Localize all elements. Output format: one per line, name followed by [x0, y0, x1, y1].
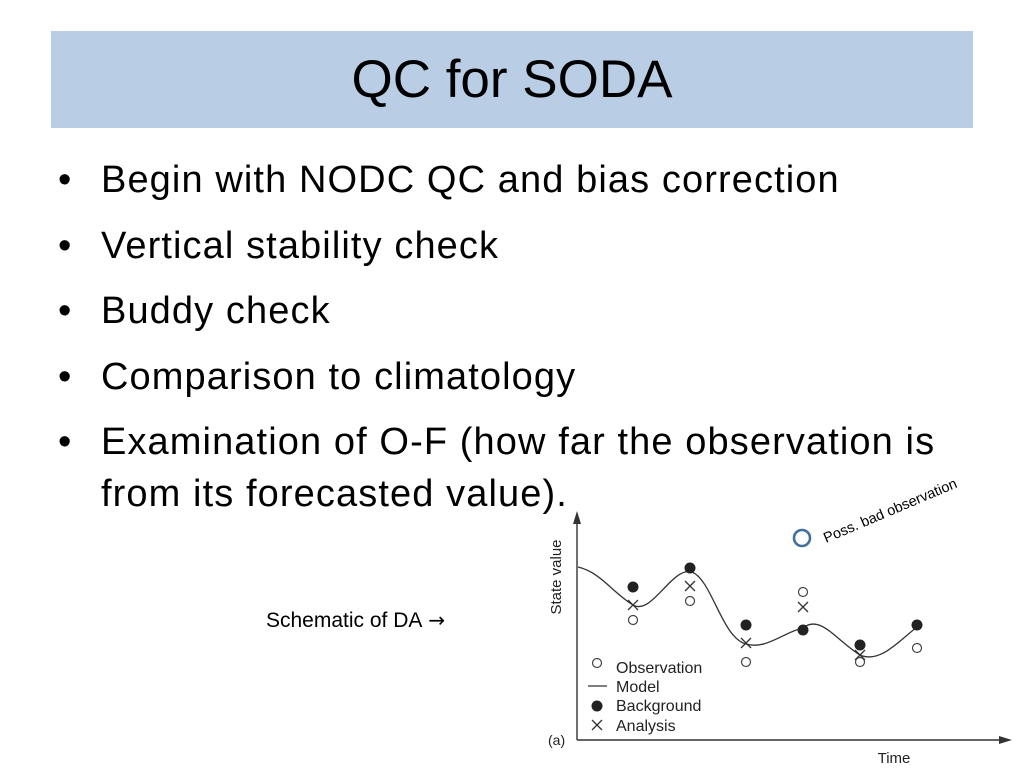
background-point: [797, 624, 809, 636]
slide-title: QC for SODA: [351, 50, 673, 109]
background-point: [684, 562, 696, 574]
bullet-marker: •: [58, 355, 72, 398]
legend-label-model: Model: [616, 679, 660, 696]
legend-label-analysis: Analysis: [616, 718, 676, 735]
schematic-caption: Schematic of DA →: [266, 607, 445, 634]
analysis-point: [797, 601, 809, 613]
analysis-point: [740, 637, 752, 649]
cross-icon: [591, 719, 603, 731]
bullet-text: Comparison to climatology: [101, 355, 577, 398]
background-point: [911, 619, 923, 631]
background-point: [627, 581, 639, 593]
annotation-label: Poss. bad observation: [821, 476, 959, 547]
observation-point: [911, 642, 923, 654]
observation-point: [797, 586, 809, 598]
bullet-text: Begin with NODC QC and bias correction: [101, 159, 840, 201]
bullet-marker: •: [58, 224, 72, 267]
analysis-point: [627, 599, 639, 611]
bullet-marker: •: [58, 421, 72, 463]
y-axis-label: State value: [548, 539, 565, 614]
observation-point: [740, 656, 752, 668]
legend-label-observation: Observation: [616, 660, 702, 677]
x-axis-arrowhead-icon: [999, 736, 1012, 744]
legend-label-background: Background: [616, 698, 701, 715]
title-banner: QC for SODA: [51, 31, 973, 128]
filled-circle-icon: [591, 700, 603, 712]
observation-points: [627, 586, 923, 668]
bullet-text: Examination of O-F (how far the observat…: [101, 421, 936, 515]
background-point: [740, 619, 752, 631]
background-points: [627, 562, 923, 651]
bullet-item: • Vertical stability check: [58, 220, 981, 272]
bullet-item: • Buddy check: [58, 285, 981, 337]
schematic-caption-text: Schematic of DA: [266, 609, 423, 632]
panel-label: (a): [548, 732, 565, 748]
analysis-point: [684, 580, 696, 592]
right-arrow-icon: →: [428, 608, 446, 632]
observation-point: [854, 656, 866, 668]
bullet-item: • Examination of O-F (how far the observ…: [58, 416, 981, 520]
x-axis-label: Time: [878, 750, 911, 767]
x-axis: [577, 736, 1012, 744]
open-circle-icon: [591, 657, 603, 669]
bullet-item: • Begin with NODC QC and bias correction: [58, 154, 981, 206]
bullet-marker: •: [58, 159, 72, 201]
bullet-list: • Begin with NODC QC and bias correction…: [58, 154, 981, 534]
y-axis-arrowhead-icon: [573, 511, 581, 524]
observation-point: [684, 595, 696, 607]
bullet-text: Buddy check: [101, 290, 331, 332]
observation-point: [627, 614, 639, 626]
bullet-marker: •: [58, 290, 72, 332]
background-point: [854, 639, 866, 651]
model-curve: [577, 566, 918, 658]
bullet-text: Vertical stability check: [101, 224, 500, 267]
y-axis: [573, 511, 581, 740]
bad-observation-marker: [792, 528, 812, 548]
bullet-item: • Comparison to climatology: [58, 351, 981, 403]
legend: Observation Model Background Analysis: [588, 657, 702, 735]
